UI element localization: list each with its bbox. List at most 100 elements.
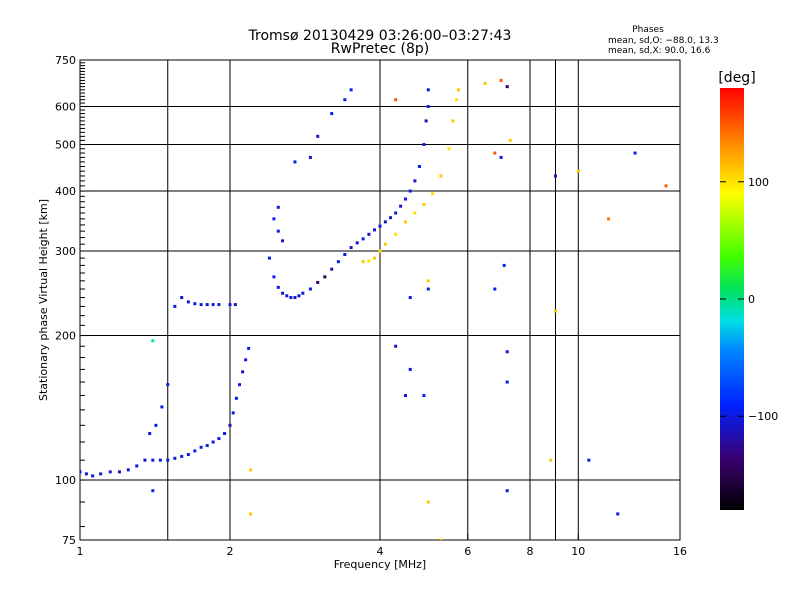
data-point xyxy=(378,224,382,228)
data-point xyxy=(426,279,430,283)
data-point xyxy=(205,303,209,307)
data-point xyxy=(422,202,426,206)
data-point xyxy=(99,472,103,476)
axis-ticks: 1 2 4 6 8 10 16 75 100 200 300 400 500 600 750 xyxy=(55,54,687,558)
data-point xyxy=(508,138,512,142)
data-point xyxy=(343,98,347,102)
data-point xyxy=(505,380,509,384)
colorbar-tick-label: 100 xyxy=(748,176,769,189)
y-tick-label: 300 xyxy=(55,245,76,258)
data-point xyxy=(394,232,398,236)
data-point xyxy=(234,396,238,400)
data-point xyxy=(276,285,280,289)
data-point xyxy=(355,241,359,245)
data-point xyxy=(439,538,443,540)
data-point xyxy=(126,468,130,472)
data-point xyxy=(431,192,435,196)
data-point xyxy=(394,211,398,215)
data-point xyxy=(633,151,637,155)
data-point xyxy=(91,474,95,478)
data-point xyxy=(499,155,503,159)
data-point xyxy=(211,440,215,444)
data-point xyxy=(399,204,403,208)
data-point xyxy=(349,88,353,92)
data-point xyxy=(241,370,245,374)
data-point xyxy=(549,458,553,462)
data-point xyxy=(297,294,301,298)
data-point xyxy=(553,174,557,178)
data-point xyxy=(80,470,82,474)
data-point xyxy=(151,458,155,462)
data-point xyxy=(180,296,184,300)
data-point xyxy=(247,346,251,350)
x-tick-label: 2 xyxy=(227,545,234,558)
data-point xyxy=(211,303,215,307)
data-point xyxy=(502,263,506,267)
data-point xyxy=(413,211,417,215)
data-point xyxy=(408,296,412,300)
data-point xyxy=(483,82,487,86)
data-point xyxy=(447,147,451,151)
data-point xyxy=(343,253,347,257)
data-point xyxy=(505,350,509,354)
data-point xyxy=(84,472,88,476)
data-points xyxy=(80,78,668,540)
data-point xyxy=(276,229,280,233)
data-point xyxy=(505,489,509,493)
data-point xyxy=(193,302,197,306)
data-point xyxy=(228,423,232,427)
data-point xyxy=(493,151,497,155)
data-point xyxy=(499,78,503,82)
y-tick-label: 750 xyxy=(55,54,76,67)
data-point xyxy=(493,287,497,291)
data-point xyxy=(616,512,620,516)
data-point xyxy=(330,267,334,271)
data-point xyxy=(293,160,297,164)
data-point xyxy=(193,449,197,453)
data-point xyxy=(394,98,398,102)
data-point xyxy=(160,405,164,409)
x-tick-label: 16 xyxy=(673,545,687,558)
data-point xyxy=(316,134,320,138)
data-point xyxy=(439,174,443,178)
data-point xyxy=(186,453,190,457)
colorbar-unit-label: [deg] xyxy=(718,70,755,86)
data-point xyxy=(316,280,320,284)
data-point xyxy=(217,437,221,441)
data-point xyxy=(361,237,365,241)
data-point xyxy=(457,88,461,92)
data-point xyxy=(408,367,412,371)
data-point xyxy=(336,260,340,264)
data-point xyxy=(233,303,237,307)
data-point xyxy=(199,445,203,449)
y-tick-label: 200 xyxy=(55,330,76,343)
data-point xyxy=(180,454,184,458)
data-point xyxy=(166,458,170,462)
y-tick-label: 75 xyxy=(62,534,76,547)
data-point xyxy=(238,383,242,387)
data-point xyxy=(199,303,203,307)
data-point xyxy=(403,394,407,398)
data-point xyxy=(323,275,327,279)
data-point xyxy=(378,249,382,253)
data-point xyxy=(664,184,668,188)
data-point xyxy=(330,112,334,116)
data-point xyxy=(426,105,430,109)
data-point xyxy=(267,256,271,260)
data-point xyxy=(367,259,371,263)
data-point xyxy=(367,232,371,236)
x-tick-label: 6 xyxy=(464,545,471,558)
data-point xyxy=(422,143,426,147)
x-tick-label: 10 xyxy=(571,545,585,558)
data-point xyxy=(455,98,459,102)
y-tick-label: 100 xyxy=(55,474,76,487)
data-point xyxy=(148,432,152,436)
data-point xyxy=(249,468,253,472)
data-point xyxy=(108,470,112,474)
data-point xyxy=(249,512,253,516)
colorbar-tick-label: −100 xyxy=(748,410,778,423)
data-point xyxy=(276,205,280,209)
data-point xyxy=(426,287,430,291)
data-point xyxy=(272,275,276,279)
